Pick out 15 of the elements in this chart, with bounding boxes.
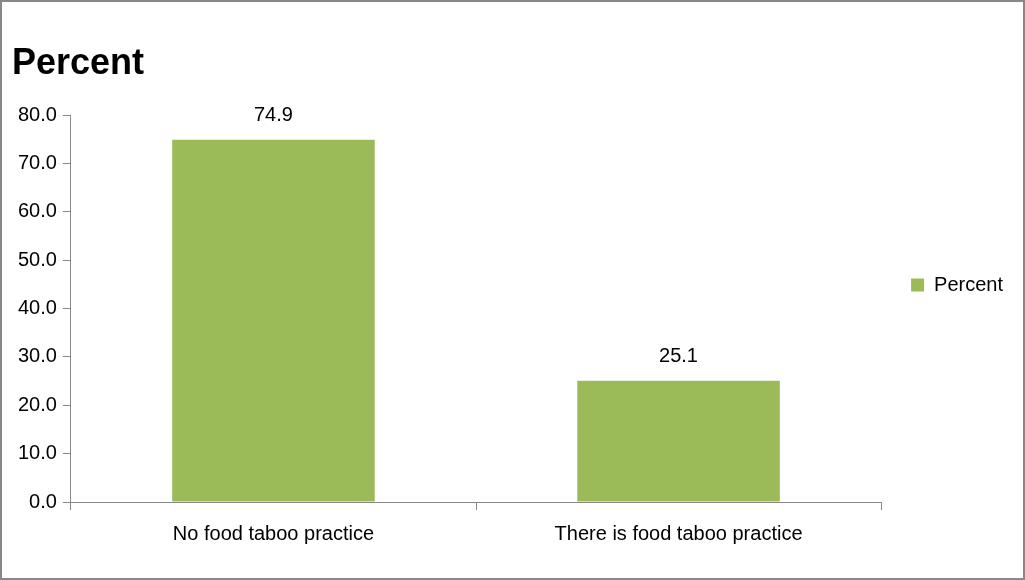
- y-tick-label: 10.0: [17, 441, 57, 464]
- data-label: 74.9: [253, 103, 293, 126]
- data-label: 25.1: [659, 344, 699, 367]
- y-tick-label: 70.0: [17, 151, 57, 174]
- x-tick-label: There is food taboo practice: [554, 521, 803, 544]
- y-tick-label: 20.0: [17, 392, 57, 415]
- chart-title: Percent: [12, 40, 145, 82]
- y-tick-label: 0.0: [29, 489, 57, 512]
- y-tick-label: 50.0: [17, 247, 57, 270]
- y-tick-label: 80.0: [17, 102, 57, 125]
- legend-label: Percent: [934, 272, 1004, 295]
- y-tick-label: 60.0: [17, 199, 57, 222]
- y-tick-label: 40.0: [17, 296, 57, 319]
- y-tick-label: 30.0: [17, 344, 57, 367]
- x-tick-label: No food taboo practice: [172, 521, 375, 544]
